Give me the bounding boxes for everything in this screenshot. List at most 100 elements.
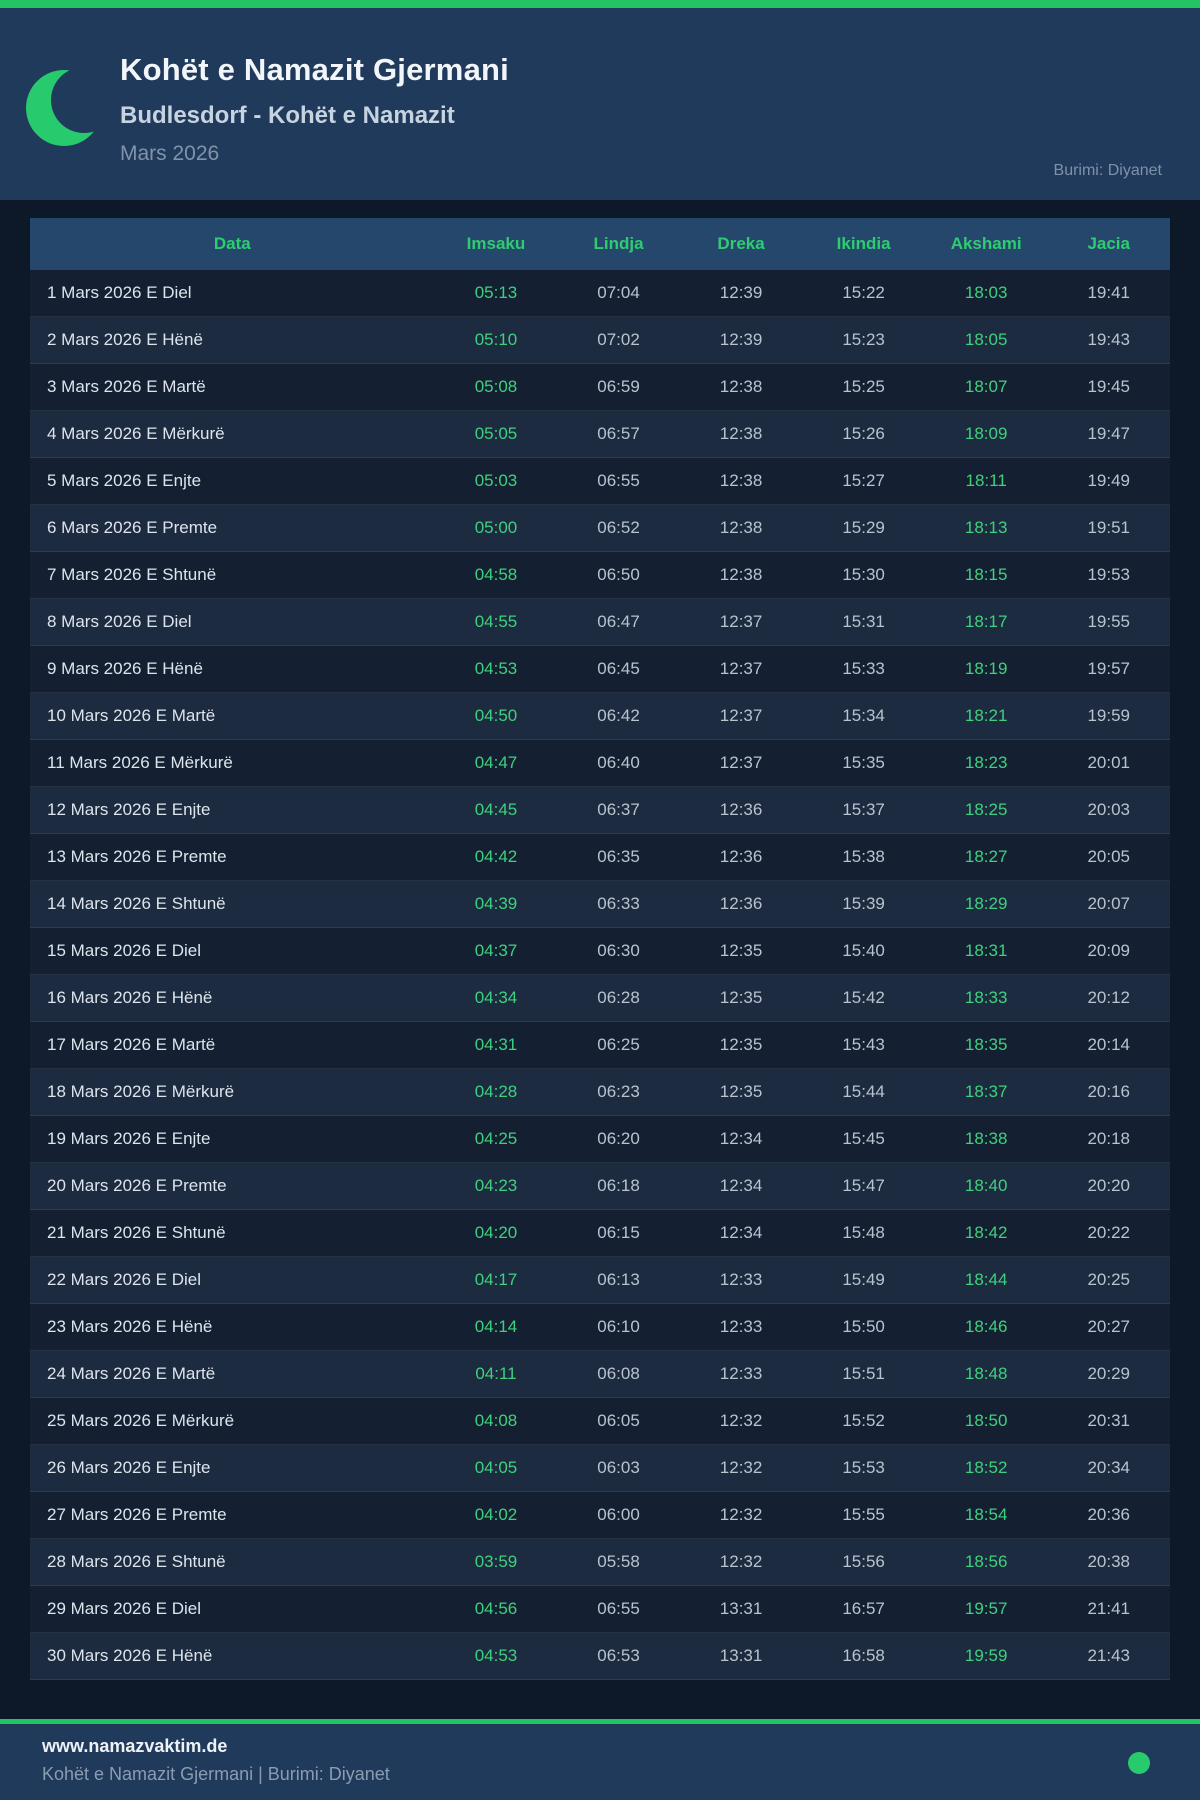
time-cell-ikindia: 15:40 [842, 941, 885, 960]
time-cell-akshami: 18:21 [964, 706, 1008, 725]
time-cell-dreka: 12:37 [719, 706, 763, 725]
date-cell: 18 Mars 2026 E Mërkurë [47, 1082, 235, 1101]
time-cell-jacia: 19:53 [1087, 565, 1130, 584]
time-cell-lindja: 06:42 [597, 706, 640, 725]
table-row: 25 Mars 2026 E Mërkurë 04:08 06:05 12:32… [30, 1397, 1170, 1445]
time-cell-jacia: 20:38 [1087, 1552, 1130, 1571]
time-cell-lindja: 06:35 [597, 847, 640, 866]
time-cell-dreka: 12:37 [719, 753, 763, 772]
table-row: 8 Mars 2026 E Diel 04:55 06:47 12:37 15:… [30, 598, 1170, 646]
time-cell-imsaku: 04:14 [474, 1317, 518, 1336]
time-cell-akshami: 18:38 [964, 1129, 1008, 1148]
time-cell-lindja: 06:05 [597, 1411, 640, 1430]
time-cell-akshami: 18:52 [964, 1458, 1008, 1477]
table-row: 13 Mars 2026 E Premte 04:42 06:35 12:36 … [30, 833, 1170, 881]
time-cell-imsaku: 04:58 [474, 565, 518, 584]
time-cell-ikindia: 16:58 [842, 1646, 885, 1665]
time-cell-dreka: 12:35 [719, 941, 763, 960]
time-cell-ikindia: 15:22 [842, 283, 885, 302]
date-cell: 5 Mars 2026 E Enjte [47, 471, 202, 490]
time-cell-ikindia: 15:53 [842, 1458, 885, 1477]
time-cell-imsaku: 04:50 [474, 706, 518, 725]
time-cell-jacia: 20:07 [1087, 894, 1130, 913]
time-cell-jacia: 21:41 [1087, 1599, 1130, 1618]
time-cell-akshami: 18:07 [964, 377, 1008, 396]
column-header-data: Data [30, 218, 435, 270]
time-cell-imsaku: 04:34 [474, 988, 518, 1007]
table-row: 28 Mars 2026 E Shtunë 03:59 05:58 12:32 … [30, 1538, 1170, 1586]
table-row: 15 Mars 2026 E Diel 04:37 06:30 12:35 15… [30, 927, 1170, 975]
time-cell-dreka: 12:38 [719, 565, 763, 584]
table-row: 27 Mars 2026 E Premte 04:02 06:00 12:32 … [30, 1491, 1170, 1539]
column-header-dreka: Dreka [679, 218, 803, 270]
date-cell: 22 Mars 2026 E Diel [47, 1270, 202, 1289]
time-cell-imsaku: 04:08 [474, 1411, 518, 1430]
time-cell-jacia: 20:29 [1087, 1364, 1130, 1383]
time-cell-jacia: 19:47 [1087, 424, 1130, 443]
table-row: 7 Mars 2026 E Shtunë 04:58 06:50 12:38 1… [30, 551, 1170, 599]
time-cell-lindja: 05:58 [597, 1552, 640, 1571]
time-cell-jacia: 20:22 [1087, 1223, 1130, 1242]
website-link[interactable]: www.namazvaktim.de [42, 1736, 228, 1756]
time-cell-lindja: 06:50 [597, 565, 640, 584]
time-cell-lindja: 06:40 [597, 753, 640, 772]
table-row: 16 Mars 2026 E Hënë 04:34 06:28 12:35 15… [30, 974, 1170, 1022]
month-label: Mars 2026 [120, 142, 220, 165]
date-cell: 3 Mars 2026 E Martë [47, 377, 206, 396]
footer-tagline: Kohët e Namazit Gjermani | Burimi: Diyan… [42, 1764, 390, 1784]
time-cell-dreka: 12:35 [719, 1082, 763, 1101]
time-cell-akshami: 18:50 [964, 1411, 1008, 1430]
time-cell-imsaku: 05:13 [474, 283, 518, 302]
time-cell-jacia: 20:12 [1087, 988, 1130, 1007]
green-dot-icon [1128, 1752, 1150, 1774]
time-cell-ikindia: 15:31 [842, 612, 885, 631]
date-cell: 15 Mars 2026 E Diel [47, 941, 202, 960]
time-cell-akshami: 18:33 [964, 988, 1008, 1007]
time-cell-jacia: 19:59 [1087, 706, 1130, 725]
top-accent-bar [0, 0, 1200, 8]
time-cell-ikindia: 15:30 [842, 565, 885, 584]
time-cell-lindja: 07:02 [597, 330, 640, 349]
time-cell-jacia: 20:25 [1087, 1270, 1130, 1289]
time-cell-akshami: 18:11 [965, 471, 1007, 490]
time-cell-lindja: 06:20 [597, 1129, 640, 1148]
table-row: 5 Mars 2026 E Enjte 05:03 06:55 12:38 15… [30, 457, 1170, 505]
time-cell-ikindia: 15:27 [842, 471, 885, 490]
time-cell-imsaku: 04:42 [474, 847, 518, 866]
time-cell-imsaku: 04:37 [474, 941, 518, 960]
date-cell: 10 Mars 2026 E Martë [47, 706, 216, 725]
time-cell-imsaku: 05:03 [474, 471, 518, 490]
time-cell-dreka: 13:31 [719, 1599, 763, 1618]
time-cell-akshami: 18:05 [964, 330, 1008, 349]
time-cell-lindja: 06:08 [597, 1364, 640, 1383]
time-cell-ikindia: 16:57 [842, 1599, 885, 1618]
time-cell-ikindia: 15:50 [842, 1317, 885, 1336]
time-cell-ikindia: 15:25 [842, 377, 885, 396]
time-cell-imsaku: 05:10 [474, 330, 518, 349]
time-cell-imsaku: 05:08 [474, 377, 518, 396]
time-cell-dreka: 12:34 [719, 1129, 763, 1148]
table-row: 30 Mars 2026 E Hënë 04:53 06:53 13:31 16… [30, 1632, 1170, 1680]
time-cell-imsaku: 04:17 [474, 1270, 518, 1289]
date-cell: 16 Mars 2026 E Hënë [47, 988, 213, 1007]
time-cell-jacia: 19:45 [1087, 377, 1130, 396]
time-cell-ikindia: 15:55 [842, 1505, 885, 1524]
time-cell-imsaku: 04:02 [474, 1505, 518, 1524]
time-cell-akshami: 18:19 [964, 659, 1008, 678]
date-cell: 7 Mars 2026 E Shtunë [47, 565, 217, 584]
table-row: 1 Mars 2026 E Diel 05:13 07:04 12:39 15:… [30, 270, 1170, 317]
time-cell-ikindia: 15:35 [842, 753, 885, 772]
time-cell-lindja: 06:00 [597, 1505, 640, 1524]
time-cell-dreka: 12:34 [719, 1223, 763, 1242]
time-cell-jacia: 20:31 [1087, 1411, 1130, 1430]
time-cell-akshami: 18:29 [964, 894, 1008, 913]
time-cell-lindja: 06:52 [597, 518, 640, 537]
table-row: 26 Mars 2026 E Enjte 04:05 06:03 12:32 1… [30, 1444, 1170, 1492]
time-cell-jacia: 19:55 [1087, 612, 1130, 631]
date-cell: 1 Mars 2026 E Diel [47, 283, 192, 302]
time-cell-akshami: 19:57 [964, 1599, 1008, 1618]
time-cell-dreka: 13:31 [719, 1646, 763, 1665]
table-row: 12 Mars 2026 E Enjte 04:45 06:37 12:36 1… [30, 786, 1170, 834]
time-cell-dreka: 12:32 [719, 1505, 763, 1524]
time-cell-imsaku: 04:56 [474, 1599, 518, 1618]
